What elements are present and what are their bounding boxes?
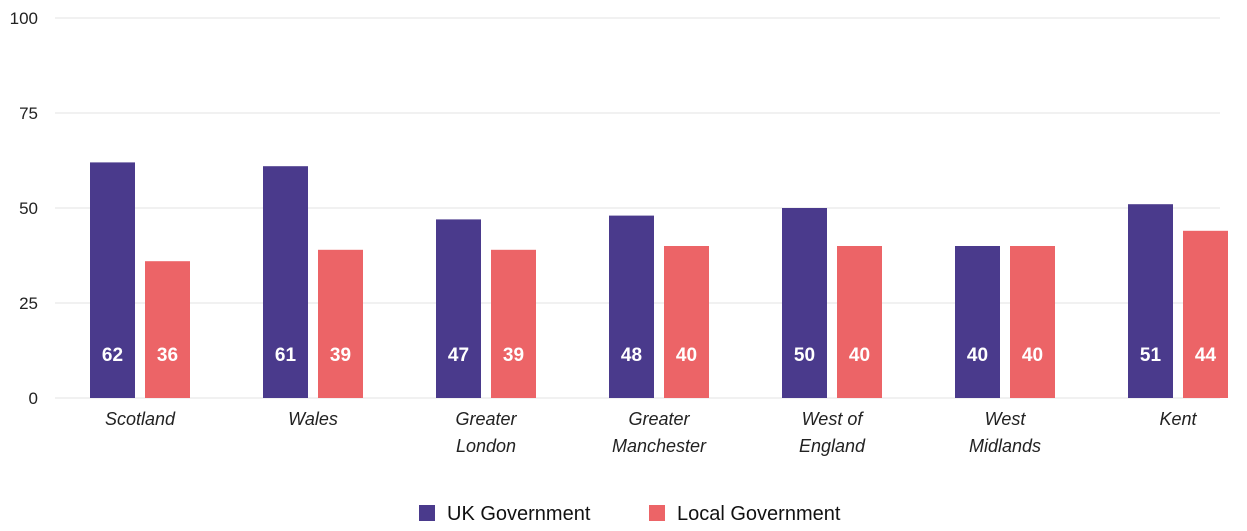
y-tick-label: 50 xyxy=(19,199,38,218)
x-axis-categories: Scotland Wales Greater London Greater Manches… xyxy=(105,409,1198,456)
bar-value-label: 62 xyxy=(102,345,123,366)
bar-uk-government xyxy=(263,166,308,398)
bar-uk-government xyxy=(1128,204,1173,398)
legend-swatch xyxy=(419,505,435,521)
x-category-label: Midlands xyxy=(969,436,1041,456)
bar-uk-government xyxy=(90,162,135,398)
x-category-label: Scotland xyxy=(105,409,176,429)
legend-label: UK Government xyxy=(447,503,591,525)
x-category-label: Kent xyxy=(1159,409,1197,429)
bar-value-label: 40 xyxy=(1022,345,1043,366)
bar-value-label: 39 xyxy=(330,345,351,366)
bar-value-label: 51 xyxy=(1140,345,1162,366)
legend-label: Local Government xyxy=(677,503,841,525)
bar-uk-government xyxy=(609,215,654,398)
x-category-label: England xyxy=(799,436,866,456)
bar-value-label: 61 xyxy=(275,345,297,366)
bar-local-government xyxy=(664,246,709,398)
data-labels: 62 36 61 39 47 39 48 40 50 40 40 40 51 44 xyxy=(102,345,1217,366)
bar-local-government xyxy=(318,249,363,398)
bar-local-government xyxy=(1183,230,1228,398)
bar-uk-government xyxy=(436,219,481,398)
bar-local-government xyxy=(145,261,190,398)
bar-local-government xyxy=(491,249,536,398)
bar-local-government xyxy=(837,246,882,398)
x-category-label: West xyxy=(985,409,1027,429)
x-category-label: London xyxy=(456,436,516,456)
bar-value-label: 48 xyxy=(621,345,642,366)
bar-value-label: 50 xyxy=(794,345,815,366)
x-category-label: Manchester xyxy=(612,436,707,456)
y-tick-label: 100 xyxy=(10,9,38,28)
bar-value-label: 47 xyxy=(448,345,469,366)
legend: UK Government Local Government xyxy=(419,503,841,525)
y-axis-ticks: 0 25 50 75 100 xyxy=(10,9,38,408)
bar-uk-government xyxy=(955,246,1000,398)
bar-value-label: 40 xyxy=(676,345,697,366)
bar-value-label: 44 xyxy=(1195,345,1217,366)
x-category-label: Greater xyxy=(628,409,690,429)
bar-value-label: 40 xyxy=(849,345,870,366)
y-tick-label: 0 xyxy=(29,389,38,408)
bar-value-label: 39 xyxy=(503,345,524,366)
bar-value-label: 40 xyxy=(967,345,988,366)
bar-local-government xyxy=(1010,246,1055,398)
bar-uk-government xyxy=(782,208,827,398)
x-category-label: Greater xyxy=(455,409,517,429)
x-category-label: Wales xyxy=(288,409,338,429)
x-category-label: West of xyxy=(802,409,865,429)
y-tick-label: 25 xyxy=(19,294,38,313)
y-tick-label: 75 xyxy=(19,104,38,123)
bar-value-label: 36 xyxy=(157,345,178,366)
bars xyxy=(90,162,1228,398)
legend-swatch xyxy=(649,505,665,521)
